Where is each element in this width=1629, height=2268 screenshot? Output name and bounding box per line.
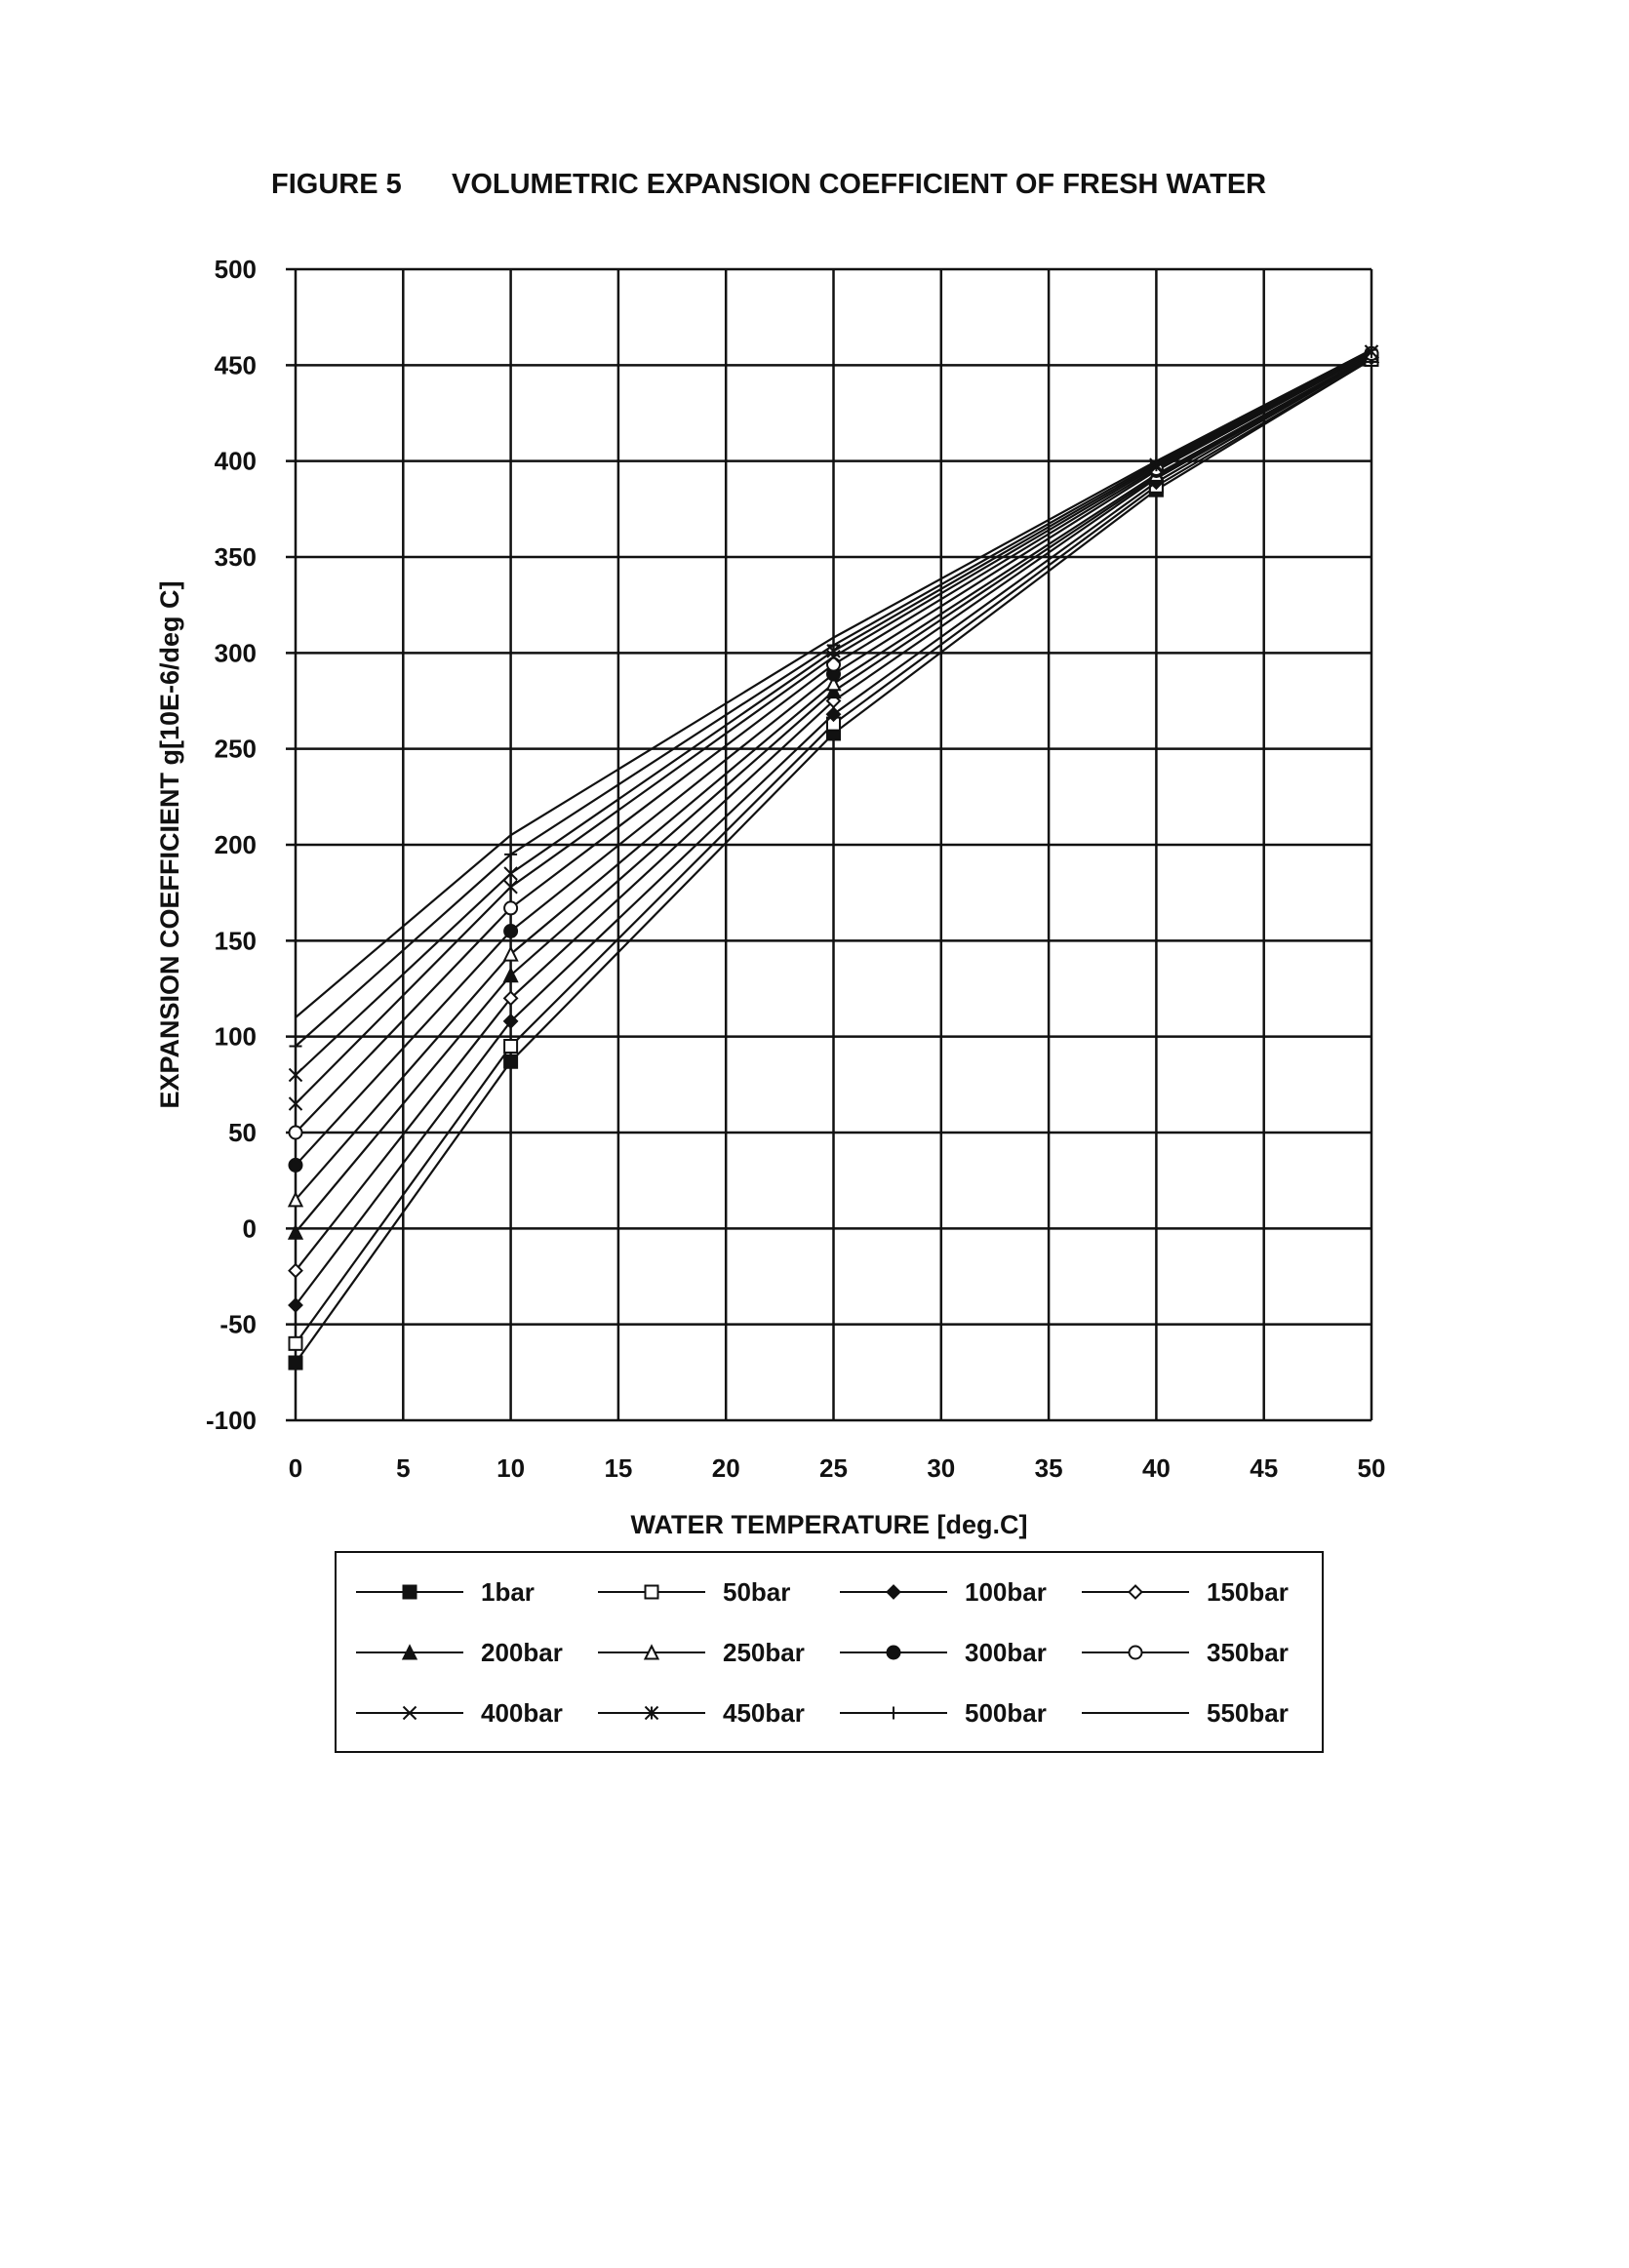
marker-square [402, 1584, 417, 1600]
x-axis-label: WATER TEMPERATURE [deg.C] [631, 1510, 1028, 1539]
marker-triangle [643, 1644, 660, 1660]
marker-diamond [502, 1014, 519, 1029]
legend-label: 300bar [965, 1638, 1047, 1667]
x-tick-label: 45 [1250, 1453, 1278, 1483]
figure-number: FIGURE 5 [271, 169, 402, 200]
y-axis-label: EXPANSION COEFFICIENT g[10E-6/deg C] [155, 580, 184, 1108]
marker-diamond [1128, 1584, 1143, 1600]
tick-labels: 0 5 10 15 20 25 30 35 40 45 50 -100 -50 0 50 100 150 200 2… [206, 255, 1386, 1483]
y-tick-label: -100 [206, 1406, 257, 1435]
marker-circle [288, 1157, 303, 1173]
marker-circle [288, 1125, 303, 1140]
legend-label: 450bar [723, 1698, 805, 1728]
legend-label: 500bar [965, 1698, 1047, 1728]
legend-label: 50bar [723, 1577, 790, 1607]
y-tick-label: 0 [243, 1214, 257, 1243]
marker-triangle [825, 682, 842, 699]
marker-diamond [288, 1262, 303, 1279]
marker-square [503, 1039, 519, 1054]
y-tick-label: 500 [215, 255, 257, 284]
marker-diamond [288, 1297, 303, 1313]
x-tick-label: 10 [497, 1453, 525, 1483]
x-tick-label: 15 [604, 1453, 632, 1483]
legend-box [335, 1551, 1324, 1753]
marker-circle [1128, 1645, 1143, 1660]
x-tick-label: 30 [927, 1453, 955, 1483]
marker-triangle [502, 945, 519, 962]
y-tick-label: 50 [228, 1118, 257, 1147]
marker-star [288, 1067, 303, 1083]
legend-label: 550bar [1207, 1698, 1289, 1728]
y-tick-label: 200 [215, 830, 257, 859]
marker-triangle [825, 675, 842, 692]
marker-square [644, 1584, 659, 1600]
marker-square [288, 1355, 303, 1371]
legend-label: 200bar [481, 1638, 563, 1667]
x-tick-label: 40 [1142, 1453, 1171, 1483]
marker-diamond [886, 1584, 901, 1600]
y-tick-label: -50 [219, 1310, 257, 1339]
marker-square [288, 1335, 303, 1351]
x-tick-label: 0 [289, 1453, 302, 1483]
marker-plus [504, 848, 518, 861]
marker-triangle [287, 1191, 304, 1208]
marker-triangle [401, 1644, 418, 1660]
marker-diamond [502, 990, 519, 1007]
marker-triangle [502, 966, 519, 983]
y-tick-label: 300 [215, 638, 257, 667]
legend-label: 250bar [723, 1638, 805, 1667]
grid [286, 267, 1373, 1422]
marker-diamond [825, 706, 842, 723]
x-tick-label: 35 [1035, 1453, 1063, 1483]
legend-label: 100bar [965, 1577, 1047, 1607]
marker-triangle [287, 1223, 304, 1240]
legend-label: 400bar [481, 1698, 563, 1728]
y-tick-label: 150 [215, 926, 257, 955]
marker-star [503, 866, 518, 881]
marker-star [644, 1705, 659, 1721]
chart-title: VOLUMETRIC EXPANSION COEFFICIENT OF FRES… [452, 169, 1266, 200]
y-tick-label: 100 [215, 1022, 257, 1052]
marker-square [503, 1054, 519, 1069]
legend-label: 1bar [481, 1577, 535, 1607]
marker-circle [886, 1645, 901, 1660]
legend-label: 150bar [1207, 1577, 1289, 1607]
marker-circle [503, 924, 519, 938]
marker-x [288, 1096, 303, 1111]
marker-circle [503, 900, 519, 916]
x-tick-label: 50 [1358, 1453, 1386, 1483]
marker-x [402, 1705, 417, 1721]
legend: 1bar 50bar 100bar 150bar 200bar 250bar 300bar 3… [356, 1577, 1289, 1728]
y-tick-label: 400 [215, 447, 257, 476]
x-tick-label: 5 [396, 1453, 410, 1483]
marker-plus [827, 638, 840, 652]
y-tick-label: 350 [215, 542, 257, 572]
marker-plus [887, 1706, 900, 1720]
x-tick-label: 20 [712, 1453, 740, 1483]
y-tick-label: 450 [215, 350, 257, 379]
legend-label: 350bar [1207, 1638, 1289, 1667]
series-line-550bar [295, 348, 1372, 1018]
marker-x [503, 880, 518, 895]
marker-plus [289, 1040, 302, 1053]
series-lines [287, 343, 1380, 1371]
x-tick-label: 25 [819, 1453, 848, 1483]
y-tick-label: 250 [215, 735, 257, 764]
